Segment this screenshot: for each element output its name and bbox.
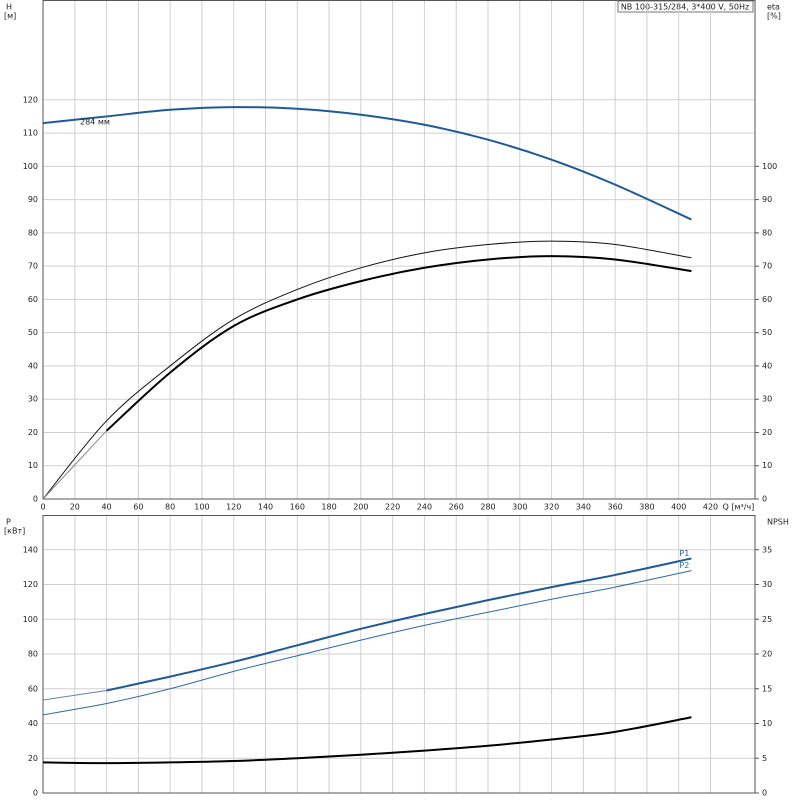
y-tick-label: 30 [28, 395, 38, 404]
y-tick-label: 50 [28, 328, 38, 337]
y2-tick-label: 60 [762, 295, 772, 304]
x-tick-label: 220 [385, 503, 400, 512]
x-tick-label: 280 [480, 503, 495, 512]
y-tick-label: 60 [28, 295, 38, 304]
y2-axis-unit: [%] [767, 12, 781, 21]
x-tick-label: 40 [101, 503, 111, 512]
y2-tick-label: 80 [762, 228, 772, 237]
y2-tick-label: 70 [762, 262, 772, 271]
x-tick-label: 380 [639, 503, 654, 512]
x-tick-label: 140 [258, 503, 273, 512]
curve [106, 557, 692, 692]
x-tick-label: 60 [133, 503, 143, 512]
plot-frame [42, 0, 756, 500]
x-tick-label: 20 [70, 503, 80, 512]
x-tick-label: 200 [353, 503, 368, 512]
x-tick-label: 240 [417, 503, 432, 512]
y-axis-label: P [6, 518, 11, 527]
y-axis-label: H [6, 3, 12, 12]
curve [42, 689, 107, 701]
series-label: P1 [679, 549, 689, 558]
y-tick-label: 100 [23, 615, 38, 624]
y2-tick-label: 30 [762, 580, 772, 589]
y-tick-label: 110 [23, 129, 38, 138]
x-tick-label: 260 [449, 503, 464, 512]
y-tick-label: 80 [28, 228, 38, 237]
y2-tick-label: 100 [762, 162, 777, 171]
y2-tick-label: 5 [762, 754, 767, 763]
x-tick-label: 100 [194, 503, 209, 512]
y2-tick-label: 20 [762, 650, 772, 659]
curve [42, 106, 692, 221]
x-tick-label: 160 [290, 503, 305, 512]
y2-tick-label: 30 [762, 395, 772, 404]
y2-axis-label: NPSH [767, 518, 789, 527]
y-tick-label: 140 [23, 545, 38, 554]
curve [42, 716, 692, 765]
x-tick-label: 400 [671, 503, 686, 512]
y2-tick-label: 20 [762, 428, 772, 437]
y2-tick-label: 50 [762, 328, 772, 337]
x-tick-label: 360 [608, 503, 623, 512]
curve [42, 570, 692, 716]
y-tick-label: 120 [23, 95, 38, 104]
x-tick-label: 320 [544, 503, 559, 512]
y2-tick-label: 25 [762, 615, 772, 624]
y2-tick-label: 0 [762, 789, 767, 798]
x-tick-label: 0 [40, 503, 45, 512]
plot-frame [42, 515, 756, 794]
y-tick-label: 100 [23, 162, 38, 171]
y-tick-label: 80 [28, 650, 38, 659]
y2-tick-label: 15 [762, 684, 772, 693]
y-tick-label: 20 [28, 754, 38, 763]
x-axis-label: Q [м³/ч] [723, 503, 755, 512]
curve [42, 240, 692, 500]
y-tick-label: 120 [23, 580, 38, 589]
y2-tick-label: 90 [762, 195, 772, 204]
curve [105, 255, 692, 432]
series-label: P2 [679, 561, 689, 570]
y2-tick-label: 10 [762, 461, 772, 470]
y2-tick-label: 10 [762, 719, 772, 728]
curve [42, 430, 107, 500]
y-tick-label: 60 [28, 684, 38, 693]
x-tick-label: 300 [512, 503, 527, 512]
y-tick-label: 0 [33, 789, 38, 798]
y2-axis-label: eta [767, 3, 780, 12]
y-tick-label: 40 [28, 719, 38, 728]
y-tick-label: 90 [28, 195, 38, 204]
y-tick-label: 40 [28, 361, 38, 370]
y-tick-label: 10 [28, 461, 38, 470]
y-tick-label: 0 [33, 495, 38, 504]
y2-tick-label: 35 [762, 545, 772, 554]
annotation: 284 мм [80, 118, 110, 127]
y-axis-unit: [кВт] [4, 527, 25, 536]
x-tick-label: 80 [165, 503, 175, 512]
y-axis-unit: [м] [4, 12, 16, 21]
y2-tick-label: 0 [762, 495, 767, 504]
x-tick-label: 340 [576, 503, 591, 512]
y2-tick-label: 40 [762, 361, 772, 370]
x-tick-label: 120 [226, 503, 241, 512]
chart-title: NB 100-315/284, 3*400 V, 50Hz [621, 3, 749, 12]
x-tick-label: 420 [703, 503, 718, 512]
y-tick-label: 20 [28, 428, 38, 437]
x-tick-label: 180 [321, 503, 336, 512]
y-tick-label: 70 [28, 262, 38, 271]
